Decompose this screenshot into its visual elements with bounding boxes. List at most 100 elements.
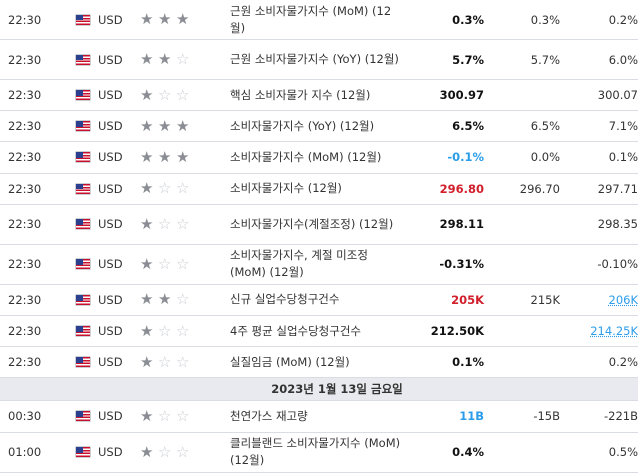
event-time: 22:30 — [0, 257, 72, 271]
event-name-link[interactable]: 클리블랜드 소비자물가지수 (MoM) (12월) — [230, 435, 412, 469]
actual-value: 212.50K — [412, 324, 492, 338]
event-name-link[interactable]: 소비자물가지수, 계절 미조정 (MoM) (12월) — [230, 247, 412, 281]
currency-code: USD — [98, 53, 123, 67]
date-header: 2023년 1월 13일 금요일 — [0, 378, 638, 401]
event-name-link[interactable]: 소비자물가지수(계절조정) (12월) — [230, 216, 412, 233]
actual-value: 296.80 — [412, 182, 492, 196]
event-currency: USD — [72, 119, 138, 133]
event-time: 22:30 — [0, 13, 72, 27]
star-filled-icon: ★ — [140, 292, 158, 307]
star-filled-icon: ★ — [140, 52, 158, 67]
previous-value: 6.0% — [568, 53, 638, 67]
previous-value: -221B — [568, 409, 638, 423]
star-filled-icon: ★ — [140, 257, 158, 272]
star-empty-icon: ☆ — [176, 355, 194, 370]
forecast-value: 296.70 — [492, 182, 568, 196]
us-flag-icon — [76, 15, 90, 25]
event-currency: USD — [72, 182, 138, 196]
importance-stars: ★☆☆ — [138, 409, 230, 424]
event-name-link[interactable]: 천연가스 재고량 — [230, 408, 412, 425]
event-name-link[interactable]: 핵심 소비자물가 지수 (12월) — [230, 87, 412, 104]
star-filled-icon: ★ — [176, 150, 194, 165]
previous-value-text: 6.0% — [609, 53, 638, 67]
previous-value: 298.35 — [568, 217, 638, 231]
event-currency: USD — [72, 150, 138, 164]
actual-value: 205K — [412, 293, 492, 307]
event-name-link[interactable]: 근원 소비자물가지수 (MoM) (12월) — [230, 3, 412, 37]
importance-stars: ★☆☆ — [138, 355, 230, 370]
us-flag-icon — [76, 184, 90, 194]
actual-value: 300.97 — [412, 88, 492, 102]
previous-value[interactable]: 214.25K — [568, 324, 638, 338]
actual-value: -0.1% — [412, 150, 492, 164]
star-filled-icon: ★ — [140, 150, 158, 165]
previous-value: -0.10% — [568, 257, 638, 271]
previous-value-text: 0.2% — [609, 355, 638, 369]
event-currency: USD — [72, 217, 138, 231]
star-filled-icon: ★ — [158, 150, 176, 165]
previous-value: 7.1% — [568, 119, 638, 133]
event-name-link[interactable]: 신규 실업수당청구건수 — [230, 291, 412, 308]
forecast-value: -15B — [492, 409, 568, 423]
star-empty-icon: ☆ — [158, 181, 176, 196]
currency-code: USD — [98, 182, 123, 196]
star-empty-icon: ☆ — [176, 257, 194, 272]
event-name-link[interactable]: 실질임금 (MoM) (12월) — [230, 354, 412, 371]
importance-stars: ★☆☆ — [138, 257, 230, 272]
actual-value: -0.31% — [412, 257, 492, 271]
importance-stars: ★★☆ — [138, 292, 230, 307]
actual-value: 5.7% — [412, 53, 492, 67]
event-name-link[interactable]: 소비자물가지수 (MoM) (12월) — [230, 149, 412, 166]
event-time: 22:30 — [0, 355, 72, 369]
us-flag-icon — [76, 295, 90, 305]
currency-code: USD — [98, 257, 123, 271]
previous-value-text: -221B — [604, 409, 638, 423]
event-currency: USD — [72, 53, 138, 67]
importance-stars: ★★★ — [138, 150, 230, 165]
star-filled-icon: ★ — [140, 119, 158, 134]
us-flag-icon — [76, 55, 90, 65]
importance-stars: ★★☆ — [138, 52, 230, 67]
previous-value-text: -0.10% — [597, 257, 638, 271]
previous-value: 0.2% — [568, 13, 638, 27]
previous-revised-link[interactable]: 206K — [609, 293, 638, 307]
event-name-link[interactable]: 4주 평균 실업수당청구건수 — [230, 323, 412, 340]
currency-code: USD — [98, 13, 123, 27]
us-flag-icon — [76, 447, 90, 457]
forecast-value: 215K — [492, 293, 568, 307]
star-empty-icon: ☆ — [176, 52, 194, 67]
event-currency: USD — [72, 88, 138, 102]
star-filled-icon: ★ — [140, 324, 158, 339]
us-flag-icon — [76, 90, 90, 100]
event-name-link[interactable]: 소비자물가지수 (YoY) (12월) — [230, 118, 412, 135]
previous-value[interactable]: 206K — [568, 293, 638, 307]
forecast-value: 5.7% — [492, 53, 568, 67]
event-name-link[interactable]: 근원 소비자물가지수 (YoY) (12월) — [230, 51, 412, 68]
star-empty-icon: ☆ — [158, 257, 176, 272]
previous-revised-link[interactable]: 214.25K — [590, 324, 638, 338]
actual-value: 0.1% — [412, 355, 492, 369]
importance-stars: ★★★ — [138, 12, 230, 27]
previous-value: 297.71 — [568, 182, 638, 196]
event-currency: USD — [72, 445, 138, 459]
event-time: 22:30 — [0, 182, 72, 196]
previous-value-text: 0.2% — [609, 13, 638, 27]
event-name-link[interactable]: 소비자물가지수 (12월) — [230, 180, 412, 197]
actual-value: 298.11 — [412, 217, 492, 231]
star-filled-icon: ★ — [176, 119, 194, 134]
star-empty-icon: ☆ — [176, 324, 194, 339]
star-filled-icon: ★ — [158, 12, 176, 27]
